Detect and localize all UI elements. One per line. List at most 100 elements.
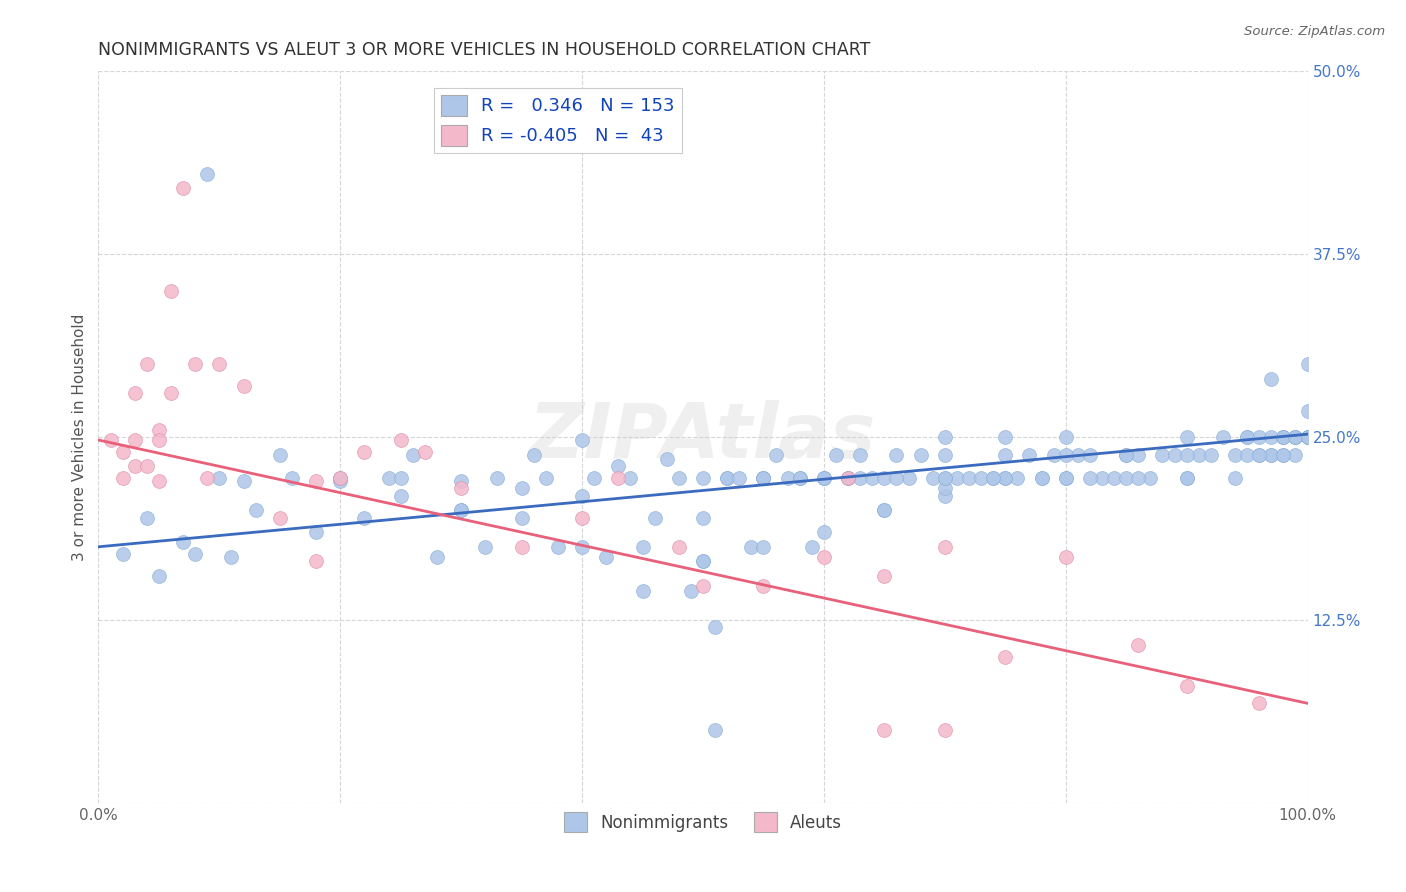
Point — [1212, 430, 1234, 444]
Point — [934, 430, 956, 444]
Point — [692, 510, 714, 524]
Point — [1284, 448, 1306, 462]
Point — [607, 459, 630, 474]
Point — [813, 471, 835, 485]
Point — [692, 471, 714, 485]
Point — [934, 471, 956, 485]
Point — [692, 554, 714, 568]
Point — [148, 474, 170, 488]
Point — [631, 540, 654, 554]
Point — [135, 459, 157, 474]
Point — [813, 471, 835, 485]
Point — [124, 459, 146, 474]
Point — [849, 471, 872, 485]
Point — [389, 471, 412, 485]
Point — [1236, 430, 1258, 444]
Point — [873, 503, 896, 517]
Point — [668, 471, 690, 485]
Point — [1249, 696, 1271, 710]
Point — [1236, 448, 1258, 462]
Point — [353, 444, 375, 458]
Point — [208, 471, 231, 485]
Point — [740, 540, 762, 554]
Point — [886, 471, 908, 485]
Point — [1236, 430, 1258, 444]
Point — [934, 448, 956, 462]
Point — [1175, 448, 1198, 462]
Point — [1284, 430, 1306, 444]
Point — [571, 540, 593, 554]
Point — [752, 471, 775, 485]
Point — [886, 448, 908, 462]
Point — [994, 448, 1017, 462]
Point — [1054, 471, 1077, 485]
Point — [184, 547, 207, 561]
Point — [1128, 638, 1150, 652]
Point — [402, 448, 425, 462]
Point — [1067, 448, 1090, 462]
Point — [160, 386, 183, 401]
Legend: Nonimmigrants, Aleuts: Nonimmigrants, Aleuts — [557, 805, 849, 838]
Point — [148, 569, 170, 583]
Point — [305, 474, 328, 488]
Point — [1296, 430, 1319, 444]
Point — [934, 489, 956, 503]
Point — [232, 379, 254, 393]
Point — [765, 448, 787, 462]
Point — [329, 474, 352, 488]
Point — [1223, 448, 1246, 462]
Point — [329, 471, 352, 485]
Point — [450, 474, 472, 488]
Point — [305, 525, 328, 540]
Point — [1296, 430, 1319, 444]
Point — [1007, 471, 1029, 485]
Point — [1260, 448, 1282, 462]
Point — [426, 549, 449, 564]
Point — [486, 471, 509, 485]
Point — [981, 471, 1004, 485]
Point — [1188, 448, 1211, 462]
Point — [1042, 448, 1064, 462]
Point — [1272, 448, 1295, 462]
Point — [692, 579, 714, 593]
Point — [195, 167, 218, 181]
Text: NONIMMIGRANTS VS ALEUT 3 OR MORE VEHICLES IN HOUSEHOLD CORRELATION CHART: NONIMMIGRANTS VS ALEUT 3 OR MORE VEHICLE… — [98, 41, 870, 59]
Point — [571, 433, 593, 447]
Point — [571, 489, 593, 503]
Point — [329, 471, 352, 485]
Point — [619, 471, 641, 485]
Point — [1163, 448, 1185, 462]
Point — [631, 583, 654, 598]
Point — [1296, 430, 1319, 444]
Point — [994, 649, 1017, 664]
Point — [474, 540, 496, 554]
Point — [800, 540, 823, 554]
Point — [1249, 430, 1271, 444]
Point — [1260, 448, 1282, 462]
Point — [172, 535, 194, 549]
Point — [946, 471, 969, 485]
Point — [583, 471, 606, 485]
Point — [1284, 430, 1306, 444]
Point — [389, 489, 412, 503]
Point — [1152, 448, 1174, 462]
Point — [910, 448, 932, 462]
Point — [849, 448, 872, 462]
Point — [692, 554, 714, 568]
Point — [752, 540, 775, 554]
Point — [172, 181, 194, 195]
Point — [934, 471, 956, 485]
Point — [994, 471, 1017, 485]
Y-axis label: 3 or more Vehicles in Household: 3 or more Vehicles in Household — [72, 313, 87, 561]
Point — [873, 723, 896, 737]
Point — [160, 284, 183, 298]
Point — [837, 471, 859, 485]
Point — [994, 471, 1017, 485]
Point — [389, 433, 412, 447]
Point — [1249, 448, 1271, 462]
Point — [571, 510, 593, 524]
Point — [510, 510, 533, 524]
Point — [873, 569, 896, 583]
Point — [1296, 430, 1319, 444]
Point — [221, 549, 243, 564]
